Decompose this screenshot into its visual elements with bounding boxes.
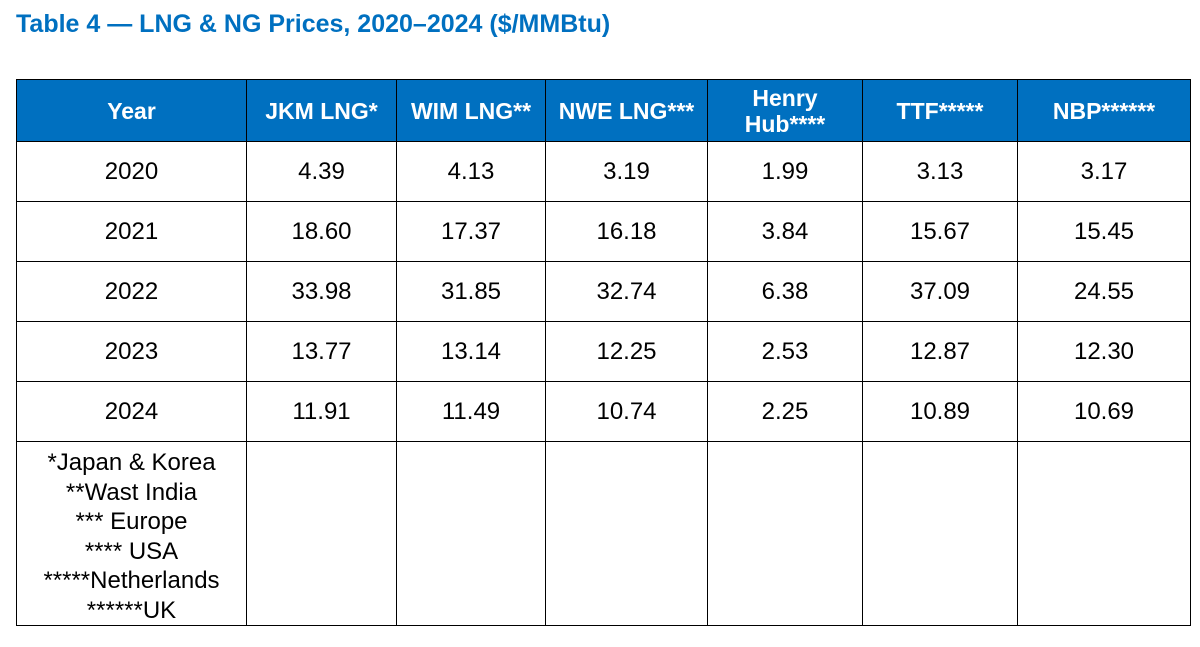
cell-jkm-lng: 13.77	[246, 321, 397, 382]
cell-year: 2023	[16, 321, 247, 382]
empty-cell	[862, 441, 1018, 626]
table-row: 2020 4.39 4.13 3.19 1.99 3.13 3.17	[16, 141, 1191, 202]
header-ttf: TTF*****	[862, 79, 1018, 142]
cell-nbp: 10.69	[1017, 381, 1191, 442]
empty-cell	[246, 441, 397, 626]
cell-year: 2024	[16, 381, 247, 442]
cell-nbp: 3.17	[1017, 141, 1191, 202]
cell-year: 2022	[16, 261, 247, 322]
footnote-row: *Japan & Korea **Wast India *** Europe *…	[16, 441, 1191, 626]
footnote: *****Netherlands	[43, 567, 220, 594]
cell-ttf: 10.89	[862, 381, 1018, 442]
table-title: Table 4 — LNG & NG Prices, 2020–2024 ($/…	[16, 10, 611, 38]
cell-nbp: 15.45	[1017, 201, 1191, 262]
cell-wim-lng: 17.37	[396, 201, 546, 262]
footnote: **Wast India	[65, 478, 198, 506]
footnote: *Japan & Korea	[47, 449, 216, 476]
empty-cell	[1017, 441, 1191, 626]
cell-wim-lng: 4.13	[396, 141, 546, 202]
cell-year: 2021	[16, 201, 247, 262]
cell-wim-lng: 11.49	[396, 381, 546, 442]
cell-nbp: 24.55	[1017, 261, 1191, 322]
prices-table: Year JKM LNG* WIM LNG** NWE LNG*** Henry…	[16, 79, 1191, 626]
header-jkm-lng: JKM LNG*	[246, 79, 397, 142]
cell-nwe-lng: 16.18	[545, 201, 708, 262]
footnotes: *Japan & Korea **Wast India *** Europe *…	[17, 442, 246, 625]
cell-jkm-lng: 4.39	[246, 141, 397, 202]
header-henry-hub: Henry Hub****	[707, 79, 863, 142]
cell-henry-hub: 1.99	[707, 141, 863, 202]
cell-ttf: 3.13	[862, 141, 1018, 202]
cell-nbp: 12.30	[1017, 321, 1191, 382]
cell-ttf: 12.87	[862, 321, 1018, 382]
footnote: ******UK	[86, 596, 177, 624]
header-nwe-lng: NWE LNG***	[545, 79, 708, 142]
cell-henry-hub: 3.84	[707, 201, 863, 262]
cell-ttf: 15.67	[862, 201, 1018, 262]
cell-wim-lng: 31.85	[396, 261, 546, 322]
cell-nwe-lng: 32.74	[545, 261, 708, 322]
header-year: Year	[16, 79, 247, 142]
cell-henry-hub: 2.25	[707, 381, 863, 442]
cell-nwe-lng: 3.19	[545, 141, 708, 202]
cell-henry-hub: 6.38	[707, 261, 863, 322]
header-henry-hub-label: Henry Hub****	[744, 84, 826, 137]
cell-jkm-lng: 18.60	[246, 201, 397, 262]
cell-jkm-lng: 11.91	[246, 381, 397, 442]
cell-nwe-lng: 10.74	[545, 381, 708, 442]
table-row: 2022 33.98 31.85 32.74 6.38 37.09 24.55	[16, 261, 1191, 322]
footnotes-cell: *Japan & Korea **Wast India *** Europe *…	[16, 441, 247, 626]
header-wim-lng: WIM LNG**	[396, 79, 546, 142]
table-row: 2023 13.77 13.14 12.25 2.53 12.87 12.30	[16, 321, 1191, 382]
cell-wim-lng: 13.14	[396, 321, 546, 382]
cell-ttf: 37.09	[862, 261, 1018, 322]
empty-cell	[396, 441, 546, 626]
cell-year: 2020	[16, 141, 247, 202]
cell-jkm-lng: 33.98	[246, 261, 397, 322]
header-nbp: NBP******	[1017, 79, 1191, 142]
table-row: 2024 11.91 11.49 10.74 2.25 10.89 10.69	[16, 381, 1191, 442]
table-row: 2021 18.60 17.37 16.18 3.84 15.67 15.45	[16, 201, 1191, 262]
empty-cell	[545, 441, 708, 626]
footnote: *** Europe	[75, 508, 188, 535]
footnote: **** USA	[84, 537, 179, 565]
header-row: Year JKM LNG* WIM LNG** NWE LNG*** Henry…	[16, 79, 1191, 142]
empty-cell	[707, 441, 863, 626]
cell-henry-hub: 2.53	[707, 321, 863, 382]
cell-nwe-lng: 12.25	[545, 321, 708, 382]
